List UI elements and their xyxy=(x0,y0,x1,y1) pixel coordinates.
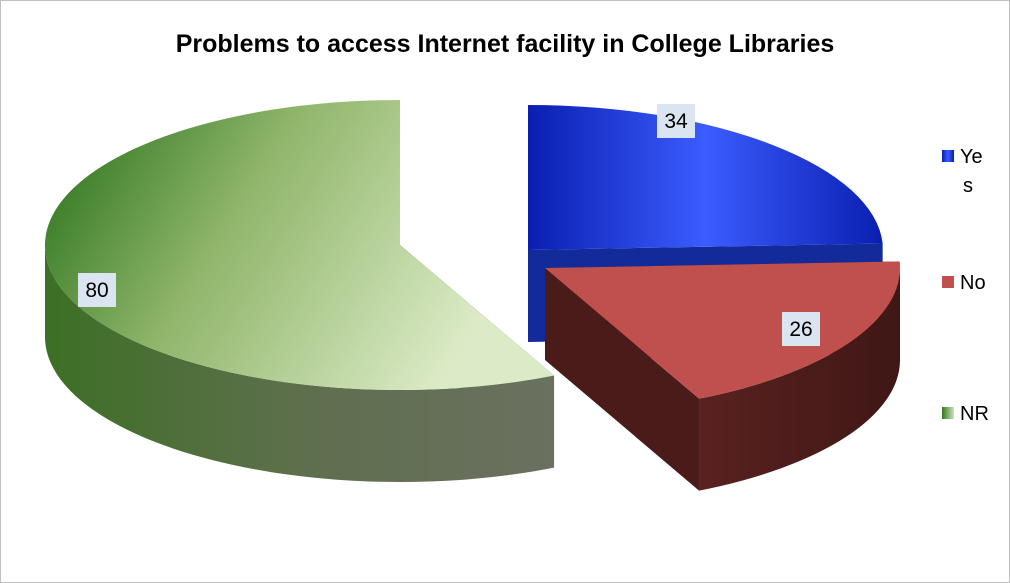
data-label-text-yes: 34 xyxy=(664,110,688,133)
slice-top-no xyxy=(545,261,900,399)
data-label-box-yes xyxy=(657,104,695,138)
legend-label-yes-line2: s xyxy=(963,175,973,197)
slice-side-no-0 xyxy=(699,268,900,491)
data-label-yes: 34 xyxy=(657,104,695,138)
legend-swatch-nr xyxy=(942,407,954,419)
data-label-nr: 80 xyxy=(78,273,116,307)
legend-item-yes: Ye s xyxy=(942,146,983,197)
slice-wall-no-end xyxy=(545,268,700,491)
chart-title: Problems to access Internet facility in … xyxy=(175,30,835,58)
pie-slice-no xyxy=(545,261,900,491)
data-label-no: 26 xyxy=(782,312,820,346)
legend-swatch-no xyxy=(942,276,954,288)
slice-top-nr xyxy=(44,100,555,391)
legend-swatch-yes xyxy=(942,150,954,162)
pie-slice-nr xyxy=(44,100,555,483)
legend-label-nr: NR xyxy=(960,403,989,425)
legend-item-nr: NR xyxy=(942,403,989,425)
data-label-box-no xyxy=(782,312,820,346)
slice-side-nr-0 xyxy=(45,245,555,483)
slice-top-yes xyxy=(528,105,883,250)
legend-label-no: No xyxy=(960,272,986,294)
data-label-text-no: 26 xyxy=(789,318,812,341)
data-label-box-nr xyxy=(78,273,116,307)
data-label-text-nr: 80 xyxy=(85,279,108,302)
legend-label-yes: Ye xyxy=(960,146,983,168)
legend-item-no: No xyxy=(942,272,986,294)
